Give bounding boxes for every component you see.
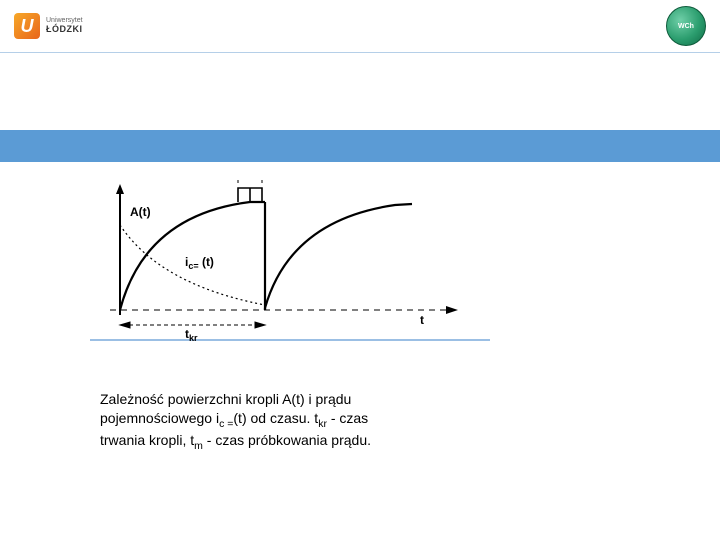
caption-sub-ic: c = bbox=[219, 418, 233, 430]
slide-header: U Uniwersytet ŁÓDZKI WCh bbox=[0, 0, 720, 52]
label-tkr: tkr bbox=[185, 327, 198, 343]
header-divider bbox=[0, 52, 720, 53]
tkr-interval bbox=[120, 322, 265, 328]
diagram-labels: A(t) ic= (t) tsm tkr t bbox=[130, 180, 424, 343]
university-logo-left: U Uniwersytet ŁÓDZKI bbox=[14, 13, 83, 39]
caption-line2b: (t) od czasu. t bbox=[233, 410, 318, 426]
figure-caption: Zależność powierzchni kropli A(t) i prąd… bbox=[100, 390, 500, 453]
caption-line1: Zależność powierzchni kropli A(t) i prąd… bbox=[100, 391, 351, 407]
caption-line2a: pojemnościowego i bbox=[100, 410, 219, 426]
caption-line3b: - czas próbkowania prądu. bbox=[203, 432, 371, 448]
faculty-badge-icon: WCh bbox=[666, 6, 706, 46]
u-badge-icon: U bbox=[14, 13, 40, 39]
university-name: Uniwersytet ŁÓDZKI bbox=[46, 17, 83, 35]
title-bar bbox=[0, 130, 720, 162]
label-At: A(t) bbox=[130, 205, 151, 219]
label-t-axis: t bbox=[420, 313, 424, 327]
caption-sub-tkr: kr bbox=[318, 418, 327, 430]
caption-line2c: - czas bbox=[327, 410, 368, 426]
label-ic: ic= (t) bbox=[185, 255, 214, 271]
caption-line3a: trwania kropli, t bbox=[100, 432, 194, 448]
university-bottom-text: ŁÓDZKI bbox=[46, 25, 83, 35]
drop-area-current-diagram: A(t) ic= (t) tsm tkr t bbox=[90, 180, 490, 350]
caption-sub-tm: m bbox=[194, 440, 203, 452]
sampling-pulse bbox=[238, 180, 262, 202]
area-curve bbox=[120, 202, 412, 310]
